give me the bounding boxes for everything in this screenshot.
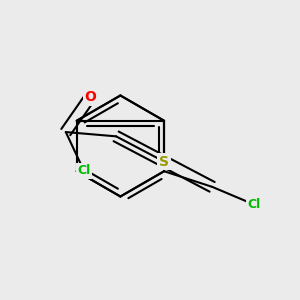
Text: Cl: Cl <box>248 198 261 211</box>
Text: O: O <box>84 90 96 104</box>
Text: S: S <box>159 154 169 169</box>
Text: Cl: Cl <box>77 164 91 177</box>
